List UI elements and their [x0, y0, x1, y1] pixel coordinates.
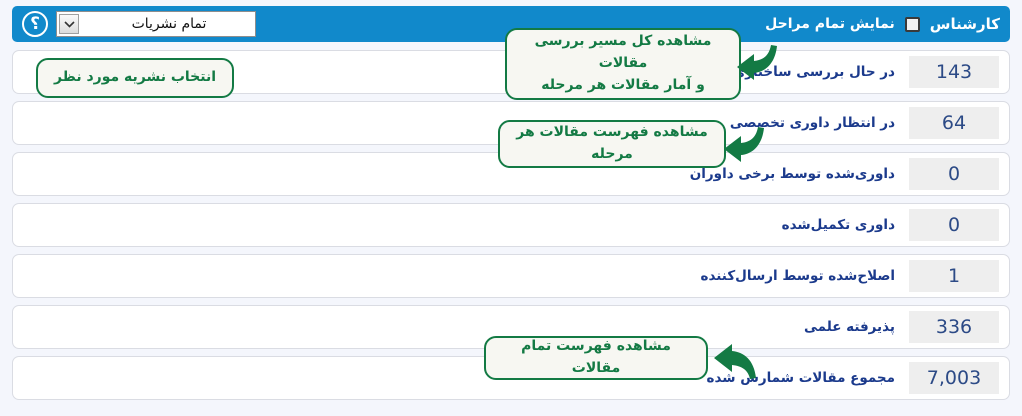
journal-select-value: تمام نشریات: [131, 16, 207, 32]
show-all-stages-checkbox[interactable]: [904, 16, 920, 32]
toolbar-left-group: ؟ تمام نشریات: [22, 6, 256, 42]
chevron-down-icon[interactable]: [59, 14, 79, 34]
table-row[interactable]: 1 اصلاح‌شده توسط ارسال‌کننده: [12, 254, 1010, 298]
row-count-cell[interactable]: 64: [909, 107, 999, 139]
callout-review-path-line2: و آمار مقالات هر مرحله: [541, 76, 705, 93]
row-count-cell[interactable]: 336: [909, 311, 999, 343]
row-label[interactable]: در انتظار داوری تخصصی: [729, 115, 895, 131]
callout-arrow-icon: [722, 124, 766, 164]
table-row[interactable]: 336 پذیرفته علمی: [12, 305, 1010, 349]
row-count-cell[interactable]: 0: [909, 209, 999, 241]
row-count-cell[interactable]: 0: [909, 158, 999, 190]
row-count-cell[interactable]: 1: [909, 260, 999, 292]
table-row[interactable]: 0 داوری تکمیل‌شده: [12, 203, 1010, 247]
row-label[interactable]: پذیرفته علمی: [803, 319, 895, 335]
callout-select-journal: انتخاب نشریه مورد نظر: [36, 58, 234, 98]
journal-select[interactable]: تمام نشریات: [56, 11, 256, 37]
callout-stage-article-list: مشاهده فهرست مقالات هر مرحله: [498, 120, 726, 168]
row-label[interactable]: داوری تکمیل‌شده: [781, 217, 895, 233]
toolbar-right-group: کارشناس نمایش تمام مراحل: [765, 6, 1000, 42]
row-count-cell[interactable]: 7,003: [909, 362, 999, 394]
show-all-stages-label[interactable]: نمایش تمام مراحل: [765, 16, 895, 32]
top-toolbar: کارشناس نمایش تمام مراحل ؟ تمام نشریات: [12, 6, 1010, 42]
question-mark-icon[interactable]: ؟: [22, 11, 48, 37]
row-label[interactable]: اصلاح‌شده توسط ارسال‌کننده: [700, 268, 895, 284]
callout-review-path-line1: مشاهده کل مسیر بررسی مقالات: [534, 33, 712, 72]
row-label[interactable]: در حال بررسی ساختاری: [732, 64, 895, 80]
expert-label: کارشناس: [929, 15, 1000, 33]
callout-all-articles-list: مشاهده فهرست تمام مقالات: [484, 336, 708, 380]
callout-arrow-icon: [735, 42, 779, 82]
callout-review-path: مشاهده کل مسیر بررسی مقالات و آمار مقالا…: [505, 28, 741, 100]
row-count-cell[interactable]: 143: [909, 56, 999, 88]
row-label[interactable]: داوری‌شده توسط برخی داوران: [689, 166, 895, 182]
callout-arrow-icon: [712, 342, 758, 382]
